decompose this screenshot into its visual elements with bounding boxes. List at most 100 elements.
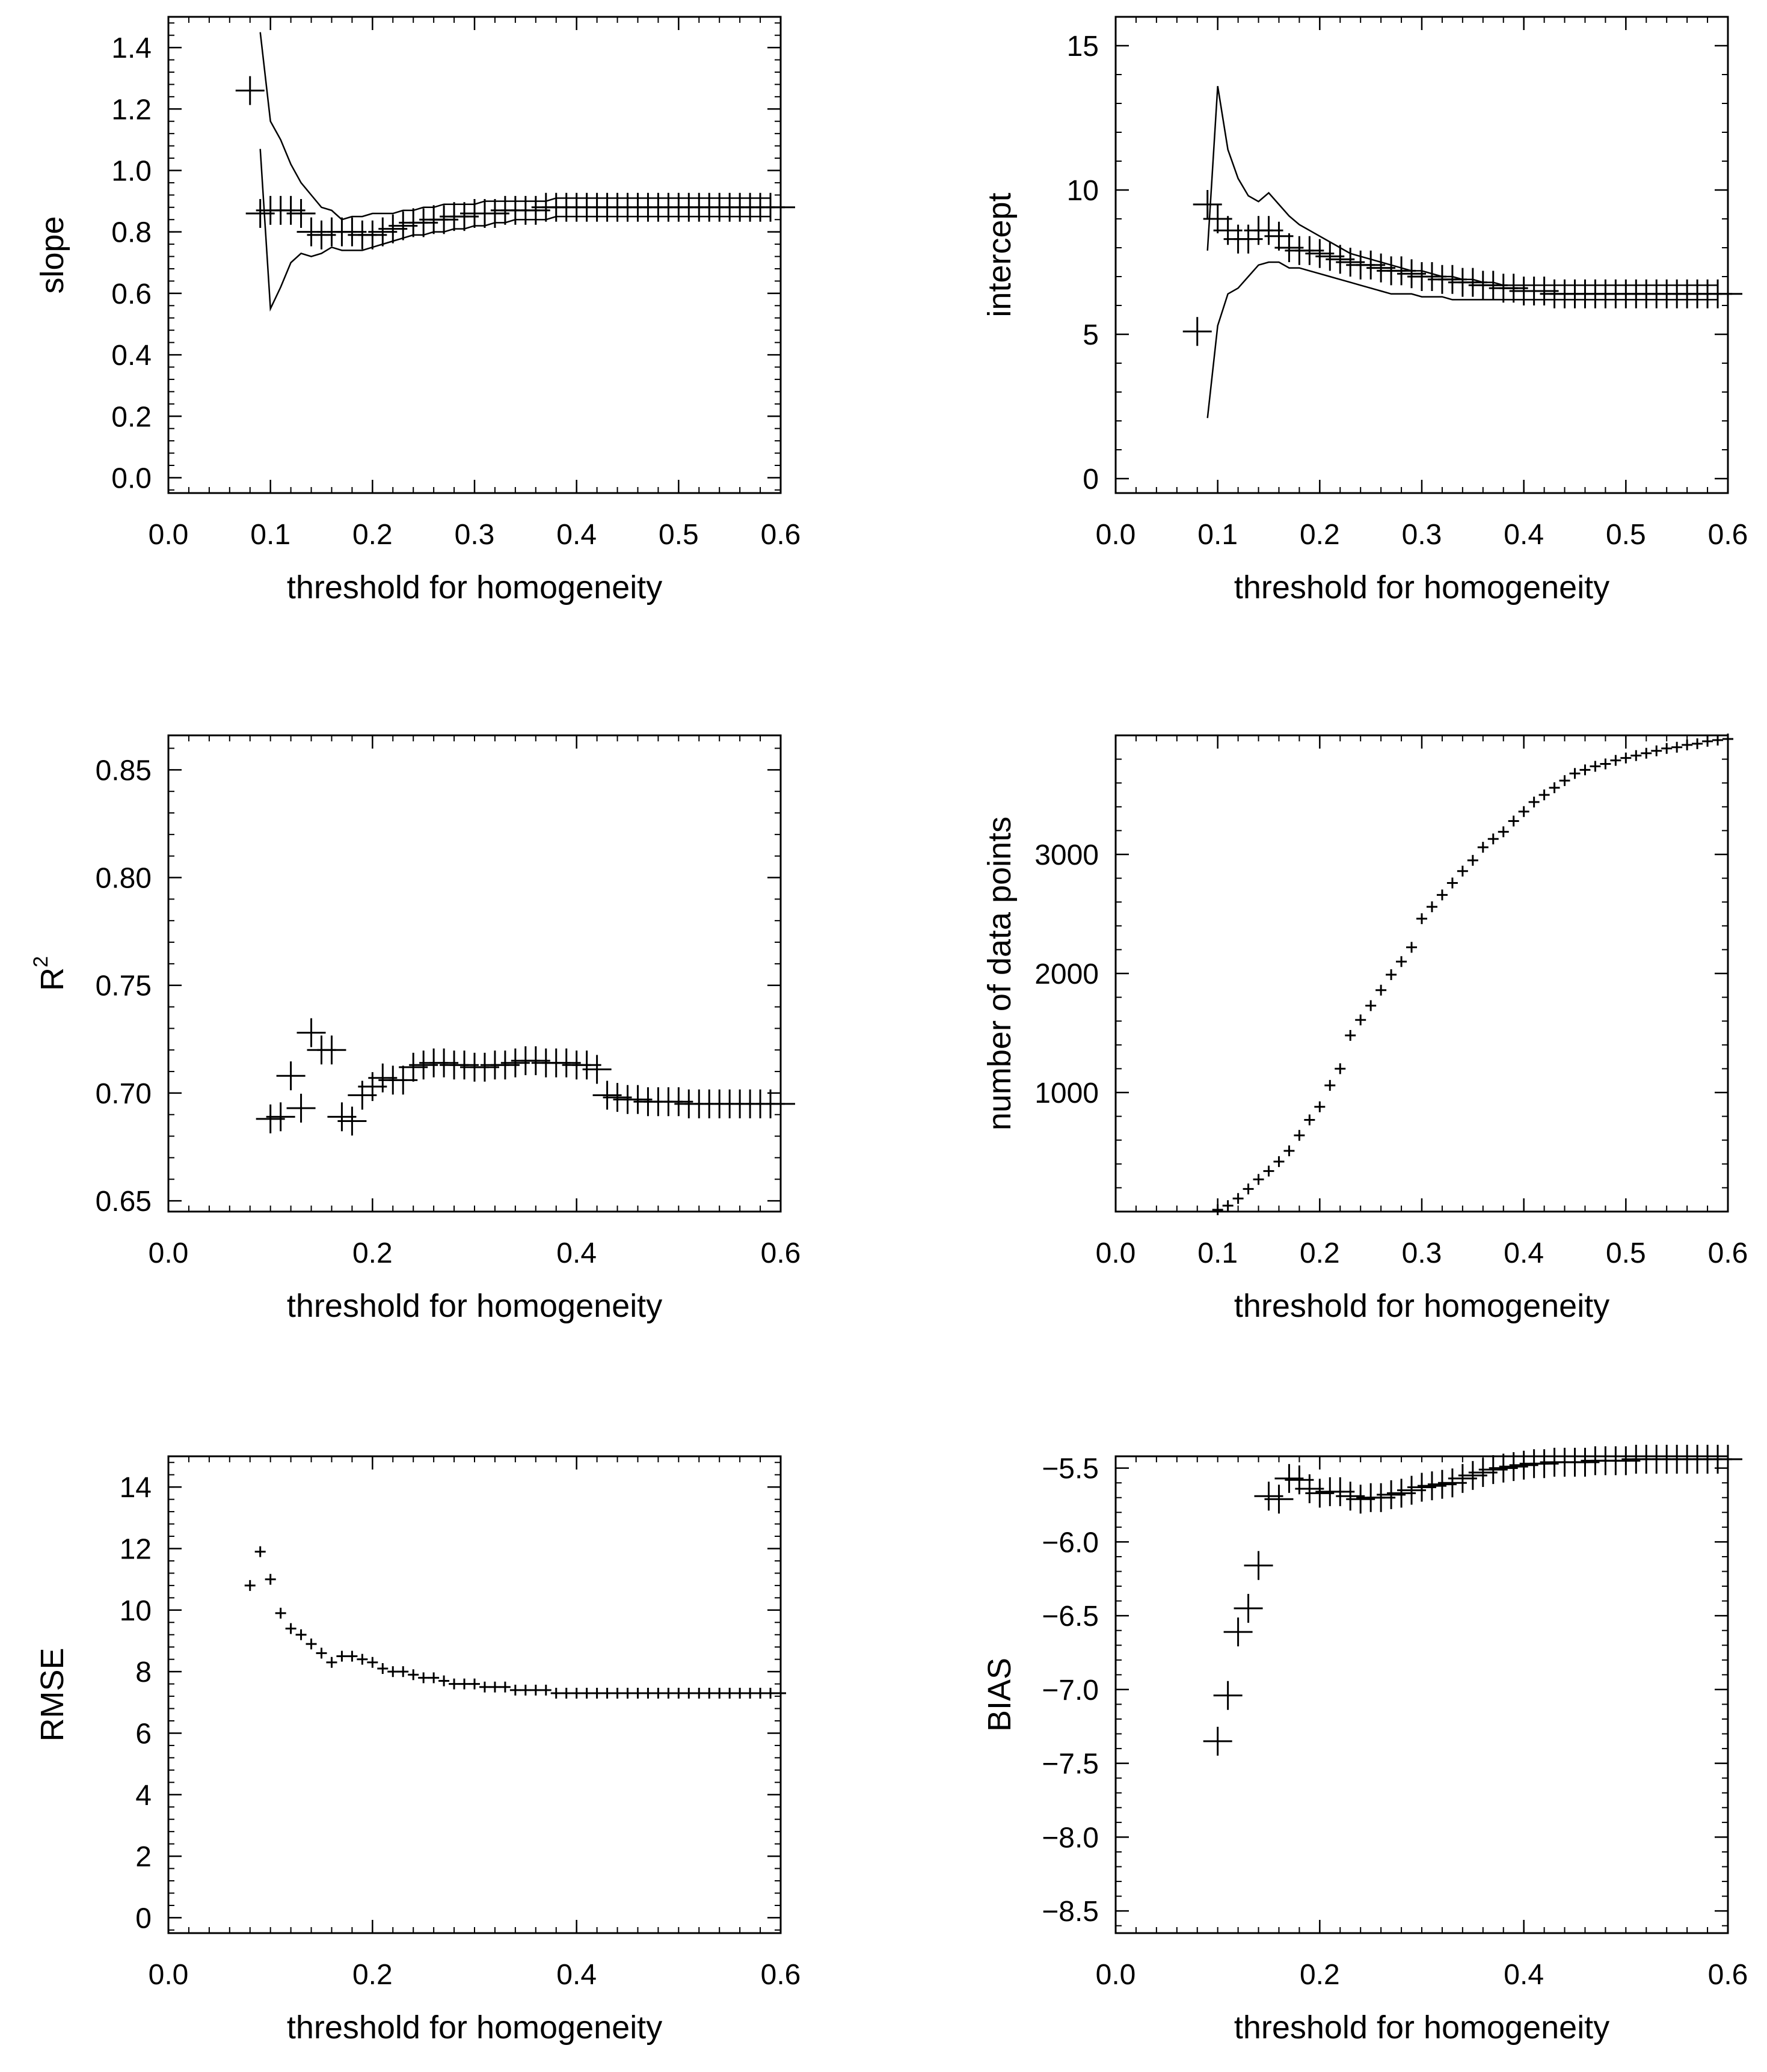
data-point [449,1678,460,1690]
y-axis-title: intercept [982,192,1018,317]
data-point [1477,842,1489,853]
x-tick-label: 0.6 [761,1959,801,1991]
data-point [1549,782,1560,794]
data-point [286,1093,316,1123]
x-axis-title: threshold for homogeneity [1234,2009,1609,2046]
data-point [1234,1593,1263,1623]
upper-bound-line [259,32,771,221]
data-point [1283,1145,1295,1157]
data-point [1426,901,1437,913]
y-tick-label: −6.5 [1042,1601,1099,1632]
x-axis-title: threshold for homogeneity [1234,569,1609,605]
data-point [266,1102,295,1132]
data-point [1620,752,1632,764]
y-tick-label: 0.85 [96,755,152,786]
plot-frame [167,734,782,1213]
y-axis-title-superscript: 2 [29,956,52,967]
data-point [1213,1681,1243,1710]
data-point [1712,734,1724,746]
data-point [1446,877,1458,889]
y-tick-label: 1.0 [111,155,152,187]
y-axis-title: BIAS [982,1658,1018,1732]
data-point [683,1687,695,1699]
x-tick-label: 0.0 [1096,519,1136,551]
x-tick-label: 0.0 [149,519,189,551]
data-point [1365,1000,1377,1011]
data-point [306,1638,317,1650]
x-tick-label: 0.4 [1504,1959,1544,1991]
data-point [704,1687,715,1699]
data-point [581,1687,592,1699]
data-point [714,1687,725,1699]
data-point [1498,826,1509,838]
data-point [367,1657,378,1668]
x-tick-label: 0.4 [556,1237,597,1269]
y-tick-label: 0.6 [111,278,152,310]
data-point [550,1687,562,1699]
x-tick-label: 0.2 [1300,1959,1340,1991]
data-point [337,1106,367,1136]
data-point [265,1574,276,1585]
y-tick-label: 3000 [1034,839,1099,871]
y-tick-label: −8.5 [1042,1896,1099,1928]
data-point [745,1687,756,1699]
data-point [317,1035,346,1065]
plot-frame [1114,1455,1729,1934]
data-point [601,1687,613,1699]
data-point [297,1018,326,1047]
data-point [1264,1485,1294,1514]
panel-rmse: 0.0 0.2 0.4 0.6 0 2 4 6 8 10 12 14 threshold for hom… [34,1455,801,2046]
data-point [398,1666,409,1678]
y-tick-label: 2000 [1034,958,1099,990]
data-point [734,1687,746,1699]
x-tick-label: 0.6 [761,1237,801,1269]
data-point [1203,1726,1232,1756]
y-tick-label: 0.80 [96,863,152,895]
data-point [1590,761,1601,772]
data-point [1682,739,1693,750]
y-tick-label: 5 [1083,319,1099,351]
x-axis-title: threshold for homogeneity [287,1288,662,1324]
y-tick-label: 10 [1067,175,1099,207]
y-tick-label: −7.0 [1042,1675,1099,1706]
x-tick-label: 0.3 [455,519,495,551]
x-tick-label: 0.6 [1708,1237,1748,1269]
y-axis-title-base: R [34,967,70,991]
x-tick-label: 0.5 [1606,519,1646,551]
x-tick-label: 0.0 [1096,1959,1136,1991]
y-axis-title: RMSE [34,1647,70,1741]
data-point [663,1687,674,1699]
x-tick-label: 0.3 [1402,1237,1442,1269]
data-point [1335,1063,1346,1074]
data-point [1518,806,1529,817]
data-point [673,1687,684,1699]
y-tick-label: 15 [1067,31,1099,63]
data-point [276,1061,306,1091]
y-tick-label: −7.5 [1042,1749,1099,1780]
x-tick-label: 0.4 [1504,519,1544,551]
data-point [1508,815,1519,827]
data-point [1406,942,1418,953]
data-point [1396,956,1407,967]
data-point [418,1672,429,1684]
data-point [1630,750,1642,761]
data-point [561,1687,572,1699]
data-point [642,1687,654,1699]
data-point [1569,768,1581,779]
x-tick-label: 0.0 [149,1237,189,1269]
panel-npoints: 0.0 0.1 0.2 0.3 0.4 0.5 0.6 1000 2000 3000 thresho… [982,733,1748,1324]
data-point [377,1663,389,1675]
data-point [489,1681,500,1693]
x-tick-label: 0.4 [556,1959,597,1991]
y-tick-label: 0.70 [96,1078,152,1110]
lower-bound-line [1206,261,1718,418]
data-point [755,1687,766,1699]
y-tick-label: 0.2 [111,401,152,433]
data-point [1702,735,1713,747]
data-point [1294,1130,1305,1141]
panel-slope: 0.0 0.1 0.2 0.3 0.4 0.5 0.6 0.0 0.2 0.4 0.6 0.8 1.0 1… [34,16,801,605]
y-tick-label: 0.8 [111,217,152,249]
x-tick-label: 0.4 [1504,1237,1544,1269]
data-point [520,1684,531,1696]
y-tick-label: 1.2 [111,94,152,126]
